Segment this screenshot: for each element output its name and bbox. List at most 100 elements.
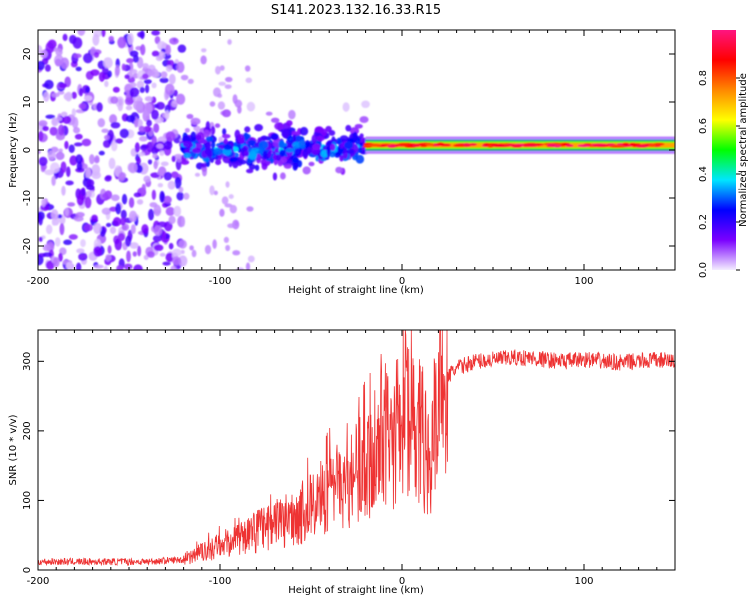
heatmap-cell	[144, 96, 153, 102]
heatmap-cell	[244, 65, 251, 72]
heatmap-cell	[139, 30, 145, 40]
heatmap-cell	[71, 91, 77, 99]
heatmap-cell	[355, 154, 365, 164]
heatmap-cell	[329, 143, 336, 151]
heatmap-cell	[107, 245, 112, 254]
heatmap-cell	[258, 140, 269, 150]
colorbar-gradient	[712, 30, 736, 270]
heatmap-cell	[124, 74, 130, 80]
heatmap-cell	[137, 245, 142, 257]
heatmap-cell	[133, 264, 143, 270]
heatmap-cell	[190, 131, 197, 142]
heatmap-cell	[54, 237, 61, 247]
heatmap-cell	[279, 149, 286, 158]
colorbar-tick-label: 0.0	[698, 262, 709, 278]
snr-x-tick-label: -100	[209, 576, 232, 587]
heatmap-cell	[44, 64, 51, 72]
heatmap-cell	[267, 150, 272, 158]
heatmap-cell	[60, 111, 68, 117]
heatmap-cell	[83, 223, 93, 232]
heatmap-cell	[42, 252, 53, 258]
heatmap-cell	[120, 209, 127, 220]
heatmap-cell	[51, 92, 60, 98]
heatmap-cell	[49, 162, 60, 174]
heatmap-cell	[149, 202, 158, 208]
heatmap-cell	[114, 64, 120, 77]
heatmap-cell	[162, 261, 171, 266]
heatmap-cell	[165, 44, 171, 56]
heatmap-cell	[217, 101, 226, 110]
heatmap-cell	[223, 236, 229, 244]
heatmap-cell	[55, 48, 63, 57]
heatmap-cell	[112, 86, 120, 93]
heatmap-cell	[305, 140, 310, 148]
colorbar-tick-label: 0.8	[698, 70, 709, 86]
heatmap-cell	[357, 147, 363, 153]
heatmap-cell	[139, 136, 148, 142]
heatmap-cell	[51, 175, 56, 186]
heatmap-cell	[45, 224, 53, 235]
heatmap-cell	[169, 37, 179, 45]
heatmap-cell	[101, 207, 112, 215]
heatmap-cell	[98, 150, 105, 156]
heatmap-cell	[219, 65, 225, 71]
heatmap-cell	[243, 150, 250, 157]
heatmap-cell	[227, 223, 236, 229]
heatmap-cell	[143, 125, 152, 133]
heatmap-cell	[280, 172, 286, 180]
heatmap-cell	[227, 39, 232, 45]
heatmap-cell	[85, 86, 90, 94]
heatmap-cell	[162, 230, 167, 241]
heatmap-cell	[194, 172, 201, 177]
heatmap-cell	[191, 249, 197, 258]
heatmap-cell	[261, 135, 268, 141]
heatmap-cell	[342, 102, 350, 112]
heatmap-cell	[104, 80, 109, 88]
heatmap-cell	[174, 176, 182, 189]
heatmap-cell	[155, 101, 165, 110]
heatmap-cell	[222, 128, 227, 136]
heatmap-cell	[116, 265, 124, 270]
spectrogram-x-tick-label: 0	[399, 276, 405, 287]
heatmap-cell	[152, 235, 162, 242]
heatmap-cell	[57, 90, 65, 95]
heatmap-cell	[78, 87, 84, 97]
heatmap-cell	[177, 44, 187, 53]
heatmap-cell	[151, 109, 159, 120]
heatmap-cell	[153, 160, 158, 170]
heatmap-cell	[51, 209, 59, 221]
heatmap-cell	[238, 159, 247, 165]
heatmap-cell	[270, 117, 280, 123]
heatmap-cell	[157, 170, 165, 176]
heatmap-cell	[93, 51, 100, 58]
heatmap-cell	[193, 125, 201, 132]
heatmap-cell	[56, 116, 62, 121]
heatmap-cell	[142, 62, 149, 69]
heatmap-cell	[354, 123, 363, 129]
heatmap-cell	[168, 242, 174, 250]
heatmap-cell	[178, 186, 184, 193]
heatmap-cell	[139, 86, 145, 94]
heatmap-cell	[274, 122, 284, 130]
heatmap-cell	[200, 55, 207, 65]
heatmap-cell	[128, 162, 138, 174]
heatmap-cell	[190, 117, 201, 125]
heatmap-cell	[128, 197, 135, 208]
heatmap-cell	[221, 109, 231, 118]
heatmap-cell	[73, 53, 82, 59]
heatmap-cell	[128, 210, 138, 222]
heatmap-cell	[153, 123, 160, 133]
heatmap-cell	[136, 199, 144, 205]
heatmap-cell	[72, 37, 83, 49]
heatmap-cell	[306, 147, 312, 154]
heatmap-cell	[329, 151, 336, 158]
snr-frame	[37, 329, 676, 571]
heatmap-cell	[237, 134, 245, 144]
heatmap-cell	[67, 202, 76, 207]
spectrogram-y-axis-label: Frequency (Hz)	[8, 112, 19, 188]
heatmap-cell	[54, 58, 62, 67]
heatmap-cell	[143, 175, 151, 183]
heatmap-cell	[629, 142, 637, 146]
spectrogram-y-tick-label: 10	[22, 96, 33, 109]
